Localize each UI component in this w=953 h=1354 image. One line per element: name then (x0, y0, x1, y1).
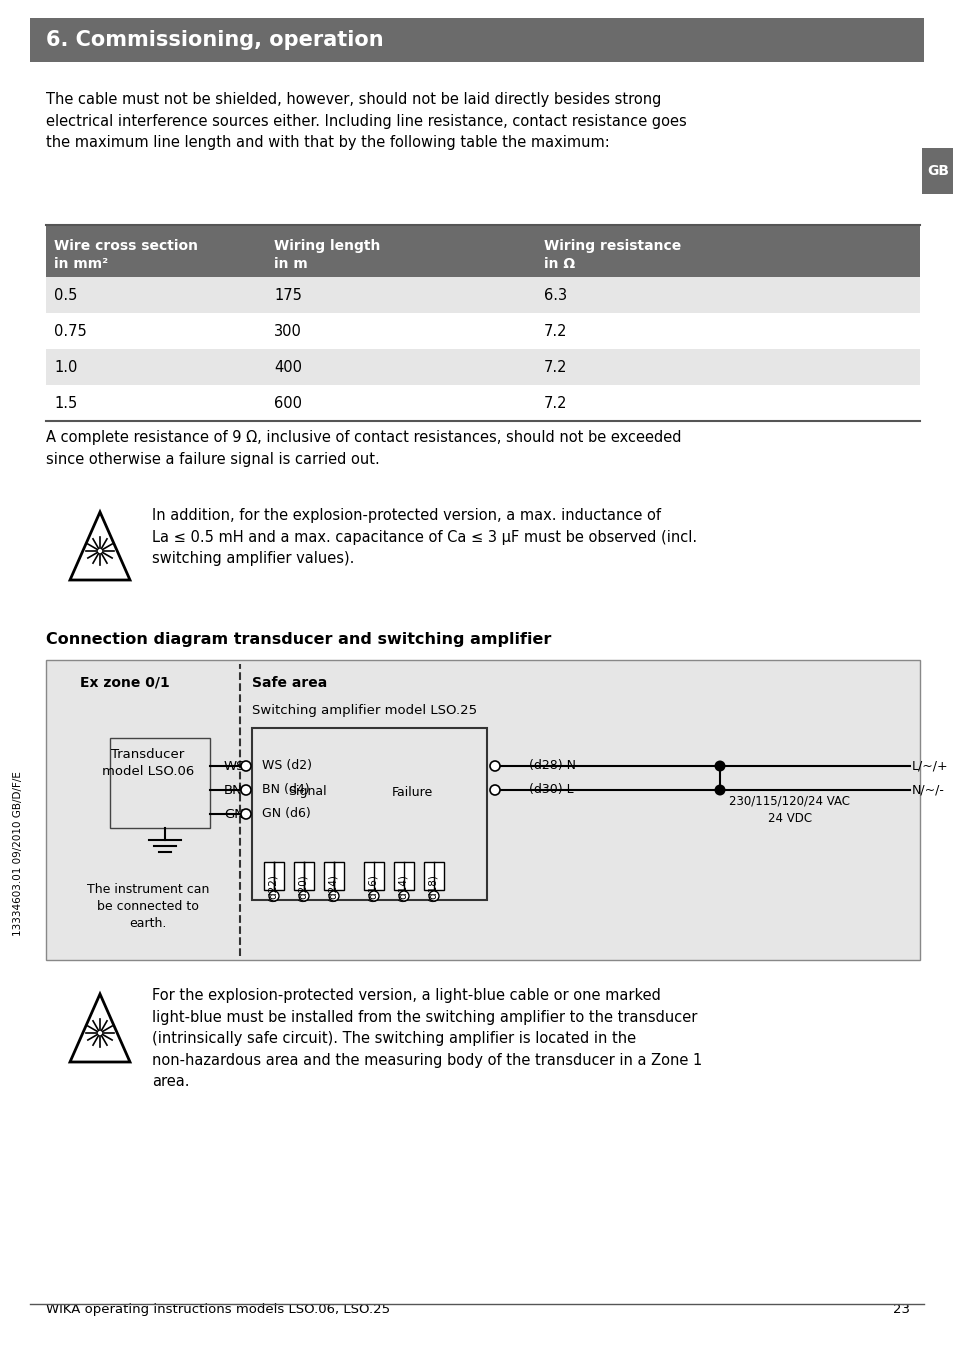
Bar (536, 278, 919, 313)
Bar (30, 18, 923, 62)
Bar (536, 313, 919, 349)
Text: The cable must not be shielded, however, should not be laid directly besides str: The cable must not be shielded, however,… (46, 92, 686, 150)
Bar (46, 659, 919, 960)
Text: 23: 23 (892, 1303, 909, 1316)
Circle shape (490, 785, 499, 795)
Text: GB: GB (926, 164, 948, 177)
Bar (266, 313, 536, 349)
Polygon shape (70, 994, 130, 1062)
Circle shape (398, 891, 409, 900)
Bar (423, 862, 443, 890)
Text: WS: WS (224, 760, 245, 773)
Bar (536, 349, 919, 385)
Text: WIKA operating instructions models LSO.06, LSO.25: WIKA operating instructions models LSO.0… (46, 1303, 390, 1316)
Text: BN (d4): BN (d4) (262, 784, 310, 796)
Text: WS (d2): WS (d2) (262, 760, 312, 773)
Bar (46, 278, 266, 313)
Text: (d30) L: (d30) L (529, 784, 573, 796)
Circle shape (241, 785, 251, 795)
Bar (266, 278, 536, 313)
Bar (46, 659, 919, 960)
Bar (46, 313, 266, 349)
Text: 300: 300 (274, 324, 301, 338)
Bar (46, 349, 266, 385)
Text: 13334603.01 09/2010 GB/D/F/E: 13334603.01 09/2010 GB/D/F/E (13, 772, 23, 937)
Text: in mm²: in mm² (54, 257, 108, 271)
Text: 400: 400 (274, 360, 302, 375)
Text: (d20): (d20) (297, 875, 308, 902)
Text: Switching amplifier model LSO.25: Switching amplifier model LSO.25 (252, 704, 476, 718)
Circle shape (369, 891, 378, 900)
Text: A complete resistance of 9 Ω, inclusive of contact resistances, should not be ex: A complete resistance of 9 Ω, inclusive … (46, 431, 680, 467)
Text: 7.2: 7.2 (543, 360, 567, 375)
Text: 1.5: 1.5 (54, 395, 77, 410)
Text: Wiring resistance: Wiring resistance (543, 240, 680, 253)
Text: Failure: Failure (391, 785, 432, 799)
Text: 600: 600 (274, 395, 302, 410)
Text: GN (d6): GN (d6) (262, 807, 311, 821)
Text: GN: GN (224, 807, 244, 821)
Bar (266, 385, 536, 421)
Text: For the explosion-protected version, a light-blue cable or one marked
light-blue: For the explosion-protected version, a l… (152, 988, 701, 1090)
Text: (d18): (d18) (428, 875, 437, 902)
Text: (d22): (d22) (268, 875, 277, 902)
Bar (921, 148, 953, 194)
Bar (266, 225, 536, 278)
Text: 0.5: 0.5 (54, 287, 77, 302)
Text: N/~/-: N/~/- (911, 784, 943, 796)
Circle shape (490, 761, 499, 770)
Text: 0.75: 0.75 (54, 324, 87, 338)
Text: (d24): (d24) (328, 875, 337, 902)
Bar (324, 862, 344, 890)
Bar (46, 225, 266, 278)
Text: Ex zone 0/1: Ex zone 0/1 (80, 676, 170, 691)
Text: 6. Commissioning, operation: 6. Commissioning, operation (46, 30, 383, 50)
Bar (536, 385, 919, 421)
Text: Connection diagram transducer and switching amplifier: Connection diagram transducer and switch… (46, 632, 551, 647)
Bar (266, 349, 536, 385)
Text: in m: in m (274, 257, 308, 271)
Text: in Ω: in Ω (543, 257, 575, 271)
Text: (d14): (d14) (397, 875, 408, 902)
Circle shape (298, 891, 309, 900)
Polygon shape (70, 512, 130, 580)
Text: 7.2: 7.2 (543, 324, 567, 338)
Bar (394, 862, 414, 890)
Bar (536, 225, 919, 278)
Bar (46, 385, 266, 421)
Text: 24 VDC: 24 VDC (767, 812, 811, 826)
Text: The instrument can
be connected to
earth.: The instrument can be connected to earth… (87, 883, 209, 930)
Text: Wire cross section: Wire cross section (54, 240, 198, 253)
Text: Signal: Signal (288, 785, 326, 799)
Circle shape (241, 761, 251, 770)
Bar (252, 728, 486, 900)
Circle shape (241, 808, 251, 819)
Text: 230/115/120/24 VAC: 230/115/120/24 VAC (729, 795, 850, 807)
Text: (d16): (d16) (368, 875, 377, 902)
Text: (d28) N: (d28) N (529, 760, 576, 773)
Text: 7.2: 7.2 (543, 395, 567, 410)
Text: 1.0: 1.0 (54, 360, 77, 375)
Circle shape (269, 891, 278, 900)
Text: 6.3: 6.3 (543, 287, 566, 302)
Text: L/~/+: L/~/+ (911, 760, 947, 773)
Text: 175: 175 (274, 287, 301, 302)
Circle shape (329, 891, 338, 900)
Bar (110, 738, 210, 829)
Text: In addition, for the explosion-protected version, a max. inductance of
La ≤ 0.5 : In addition, for the explosion-protected… (152, 508, 697, 566)
Text: Transducer
model LSO.06: Transducer model LSO.06 (102, 747, 193, 779)
Circle shape (714, 761, 724, 772)
Text: Safe area: Safe area (252, 676, 327, 691)
Bar (294, 862, 314, 890)
Text: BN: BN (224, 784, 243, 796)
Circle shape (429, 891, 438, 900)
Circle shape (714, 784, 724, 796)
Text: Wiring length: Wiring length (274, 240, 380, 253)
Bar (264, 862, 284, 890)
Bar (364, 862, 384, 890)
